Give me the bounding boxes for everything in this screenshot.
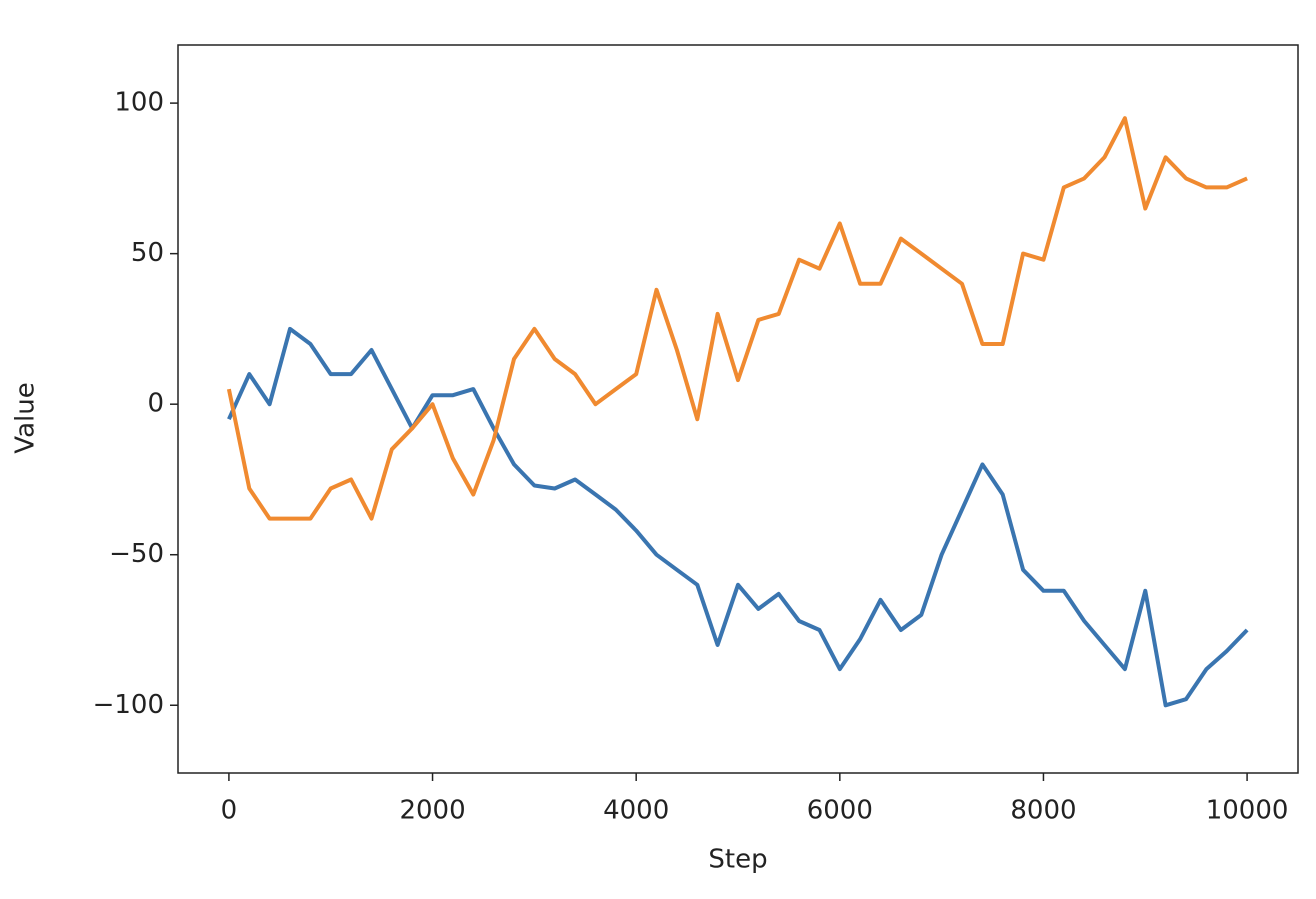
y-tick-label: −100 — [93, 690, 164, 720]
x-tick-label: 8000 — [1010, 796, 1076, 826]
y-tick-label: 0 — [147, 389, 164, 419]
plot-frame — [177, 44, 1299, 774]
x-axis-label: Step — [708, 845, 767, 875]
x-tick-label: 4000 — [603, 796, 669, 826]
y-tick-label: −50 — [109, 539, 164, 569]
x-tick-label: 6000 — [807, 796, 873, 826]
x-tick-label: 2000 — [399, 796, 465, 826]
series-line — [227, 326, 1249, 708]
y-axis-label: Value — [11, 382, 41, 453]
x-tick-label: 0 — [221, 796, 238, 826]
series-line — [226, 116, 1248, 521]
y-tick-label: 50 — [131, 238, 164, 268]
y-tick-label: 100 — [114, 88, 164, 118]
x-tick-label: 10000 — [1206, 796, 1289, 826]
